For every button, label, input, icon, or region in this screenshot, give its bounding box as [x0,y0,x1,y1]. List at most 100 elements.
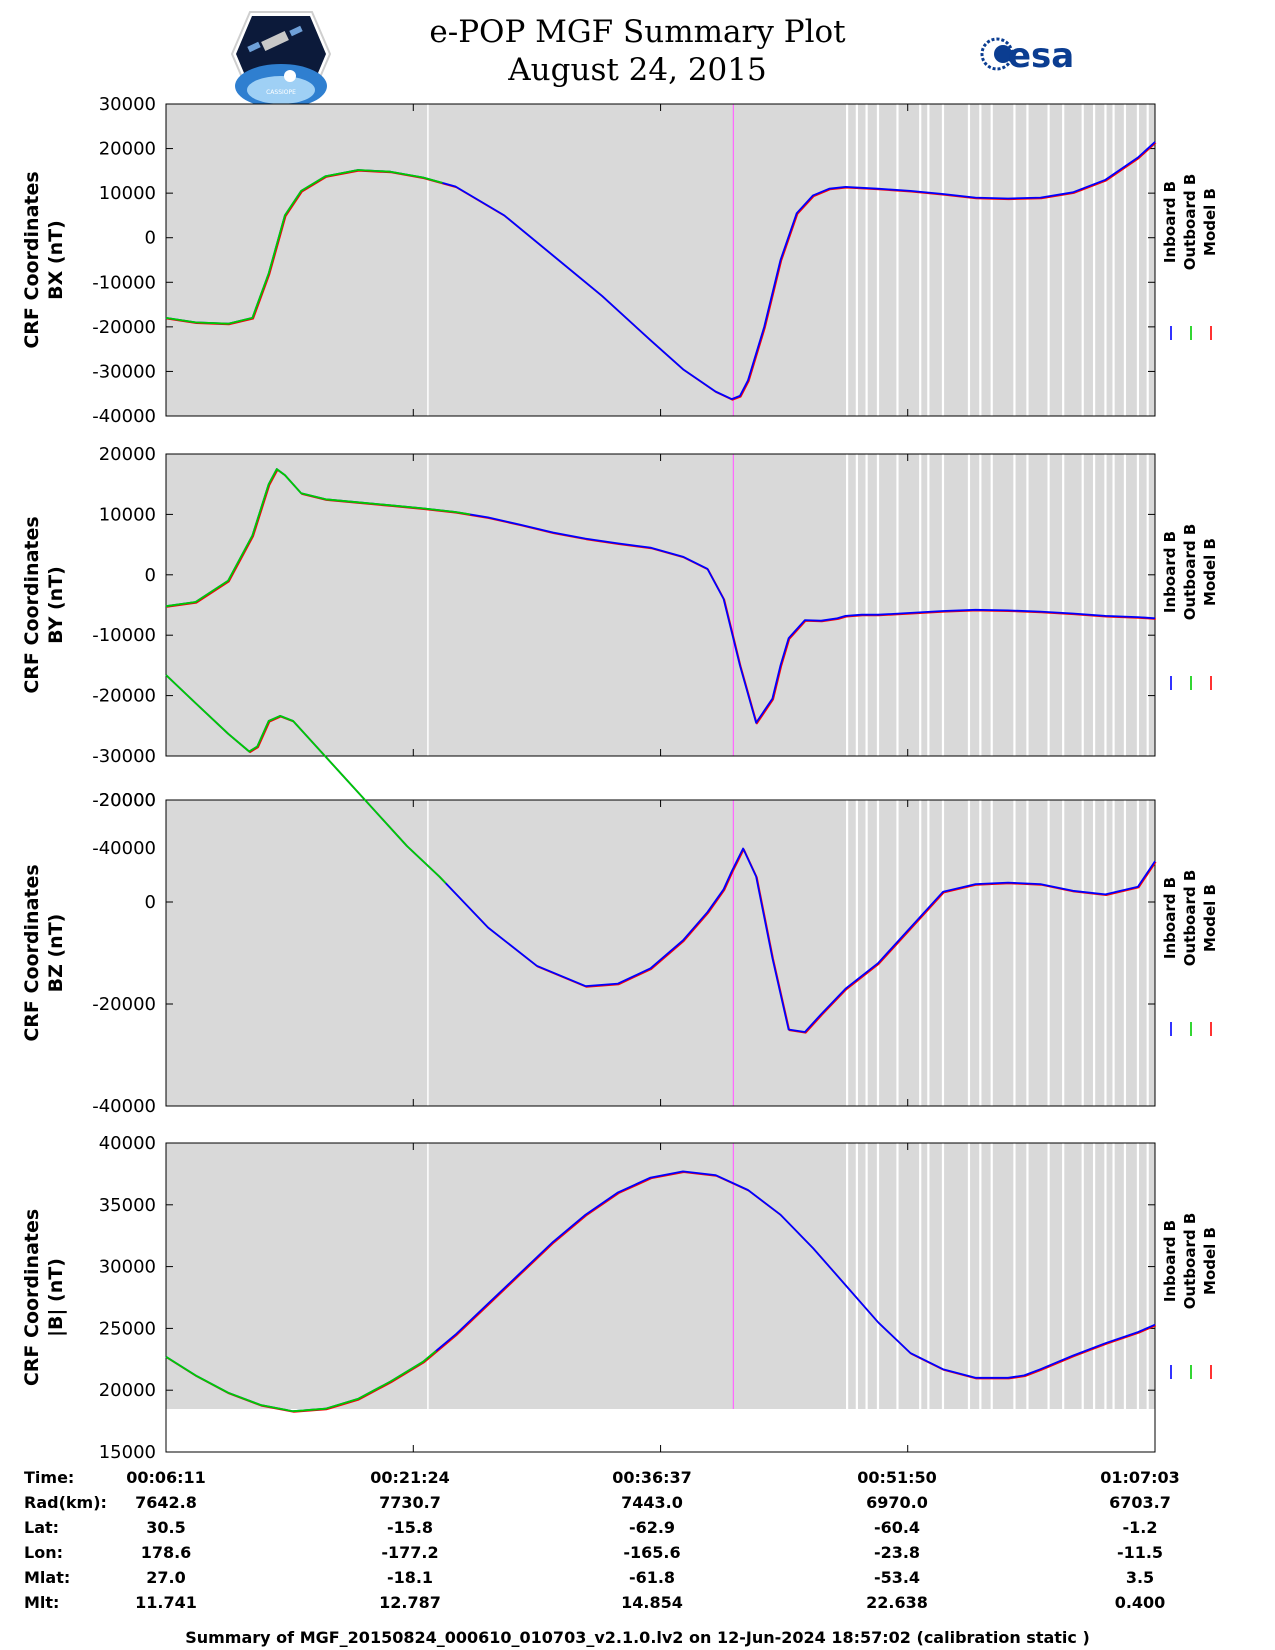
y-axis-label: CRF Coordinates [21,1209,43,1386]
ephemeris-value: -18.1 [387,1568,433,1587]
y-tick-label: 35000 [99,1195,156,1216]
y-tick-label: 20000 [99,1380,156,1401]
ephemeris-value: 6703.7 [1109,1493,1171,1512]
ephemeris-value: 0.400 [1115,1593,1166,1612]
legend-label: Outboard B [1181,1213,1199,1310]
y-tick-label: 20000 [99,139,156,160]
y-tick-label: 0 [145,565,156,586]
ephemeris-value: 22.638 [866,1593,928,1612]
ephemeris-row-label: Lon: [24,1543,63,1562]
y-tick-label: 10000 [99,504,156,525]
ephemeris-value: 3.5 [1126,1568,1154,1587]
y-tick-label: -40000 [92,838,156,859]
y-tick-label: -30000 [92,746,156,767]
y-tick-label: 10000 [99,183,156,204]
ephemeris-value: 14.854 [621,1593,683,1612]
y-tick-label: 20000 [99,790,156,811]
panel-1: 30000 20000 10000 0 -10000 -20000 -30000 -40000… [21,94,1219,427]
esa-logo-text: esa [1008,36,1074,76]
legend-label: Model B [1201,884,1219,952]
y-tick-label: -20000 [92,317,156,338]
y-tick-label: -40000 [92,406,156,427]
ephemeris-value: 7443.0 [621,1493,683,1512]
ephemeris-value: 27.0 [146,1568,185,1587]
ephemeris-value: 12.787 [379,1593,441,1612]
ephemeris-value: 00:36:37 [612,1468,692,1487]
ephemeris-value: 6970.0 [866,1493,928,1512]
panel-background [166,454,1155,756]
ephemeris-value: -177.2 [381,1543,438,1562]
y-tick-label: 20000 [99,444,156,465]
panel-3: 20000 0 -20000 -40000 -20000 -40000 CRF Coordi… [21,674,1219,1117]
y-tick-label: 25000 [99,1318,156,1339]
y-axis-label: |B| (nT) [45,1258,67,1337]
y-tick-label: -10000 [92,625,156,646]
ephemeris-value: 178.6 [141,1543,192,1562]
ephemeris-row-label: Mlt: [24,1593,59,1612]
panel-background [166,800,1155,1106]
ephemeris-value: 7730.7 [379,1493,441,1512]
outboard-b-line [165,674,447,884]
y-axis-label: CRF Coordinates [21,516,43,693]
y-tick-label: 30000 [99,1257,156,1278]
plot-subtitle: August 24, 2015 [508,52,767,88]
panel-background [166,1143,1155,1409]
ephemeris-value: 30.5 [146,1518,185,1537]
ephemeris-value: 00:21:24 [370,1468,450,1487]
ephemeris-value: -53.4 [874,1568,920,1587]
cassiope-logo: CASSIOPE [230,11,332,108]
y-tick-label: -40000 [92,1096,156,1117]
y-tick-label: 15000 [99,1442,156,1463]
legend-label: Inboard B [1161,1220,1179,1302]
ephemeris-value: 00:06:11 [126,1468,206,1487]
y-axis-label: BY (nT) [45,566,67,644]
legend-label: Model B [1201,1227,1219,1295]
legend-label: Model B [1201,188,1219,256]
y-axis-label: CRF Coordinates [21,171,43,348]
y-tick-label: -10000 [92,272,156,293]
y-tick-label: -20000 [92,790,156,811]
ephemeris-value: 7642.8 [135,1493,197,1512]
y-tick-label: -20000 [92,686,156,707]
ephemeris-value: -15.8 [387,1518,433,1537]
ephemeris-value: -165.6 [623,1543,680,1562]
outboard-b-line [165,1350,437,1413]
ephemeris-row-label: Mlat: [24,1568,70,1587]
ephemeris-value: -60.4 [874,1518,920,1537]
panel-4: 40000 35000 30000 25000 20000 15000 CRF Coordi… [21,1133,1219,1463]
y-tick-label: 0 [145,228,156,249]
ephemeris-value: -62.9 [629,1518,675,1537]
panel-2: 20000 10000 0 -10000 -20000 -30000 CRF Coordin… [21,444,1219,767]
plot-title: e-POP MGF Summary Plot [429,14,846,50]
y-axis-label: BZ (nT) [45,914,67,993]
cassiope-logo-text: CASSIOPE [266,89,296,96]
ephemeris-row-label: Time: [24,1468,74,1487]
legend-label: Model B [1201,538,1219,606]
ephemeris-row-label: Rad(km): [24,1493,107,1512]
y-tick-label: 0 [145,892,156,913]
outboard-b-line [165,468,471,608]
ephemeris-value: -61.8 [629,1568,675,1587]
legend-label: Inboard B [1161,531,1179,613]
ephemeris-value: 00:51:50 [857,1468,937,1487]
legend-label: Outboard B [1181,174,1199,271]
y-tick-label: 30000 [99,94,156,115]
legend-label: Outboard B [1181,870,1199,967]
panel-background [166,104,1155,416]
y-tick-label: -20000 [92,994,156,1015]
y-tick-label: 40000 [99,1133,156,1154]
ephemeris-value: -11.5 [1117,1543,1163,1562]
ephemeris-value: -1.2 [1123,1518,1158,1537]
ephemeris-value: -23.8 [874,1543,920,1562]
legend-label: Inboard B [1161,181,1179,263]
footer-summary: Summary of MGF_20150824_000610_010703_v2… [185,1628,1090,1647]
y-tick-label: -30000 [92,361,156,382]
ephemeris-value: 11.741 [135,1593,197,1612]
esa-logo: esa [980,36,1074,76]
legend-label: Inboard B [1161,877,1179,959]
outboard-b-line [165,169,443,325]
y-axis-label: BX (nT) [45,220,67,300]
y-axis-label: CRF Coordinates [21,864,43,1041]
legend-label: Outboard B [1181,524,1199,621]
